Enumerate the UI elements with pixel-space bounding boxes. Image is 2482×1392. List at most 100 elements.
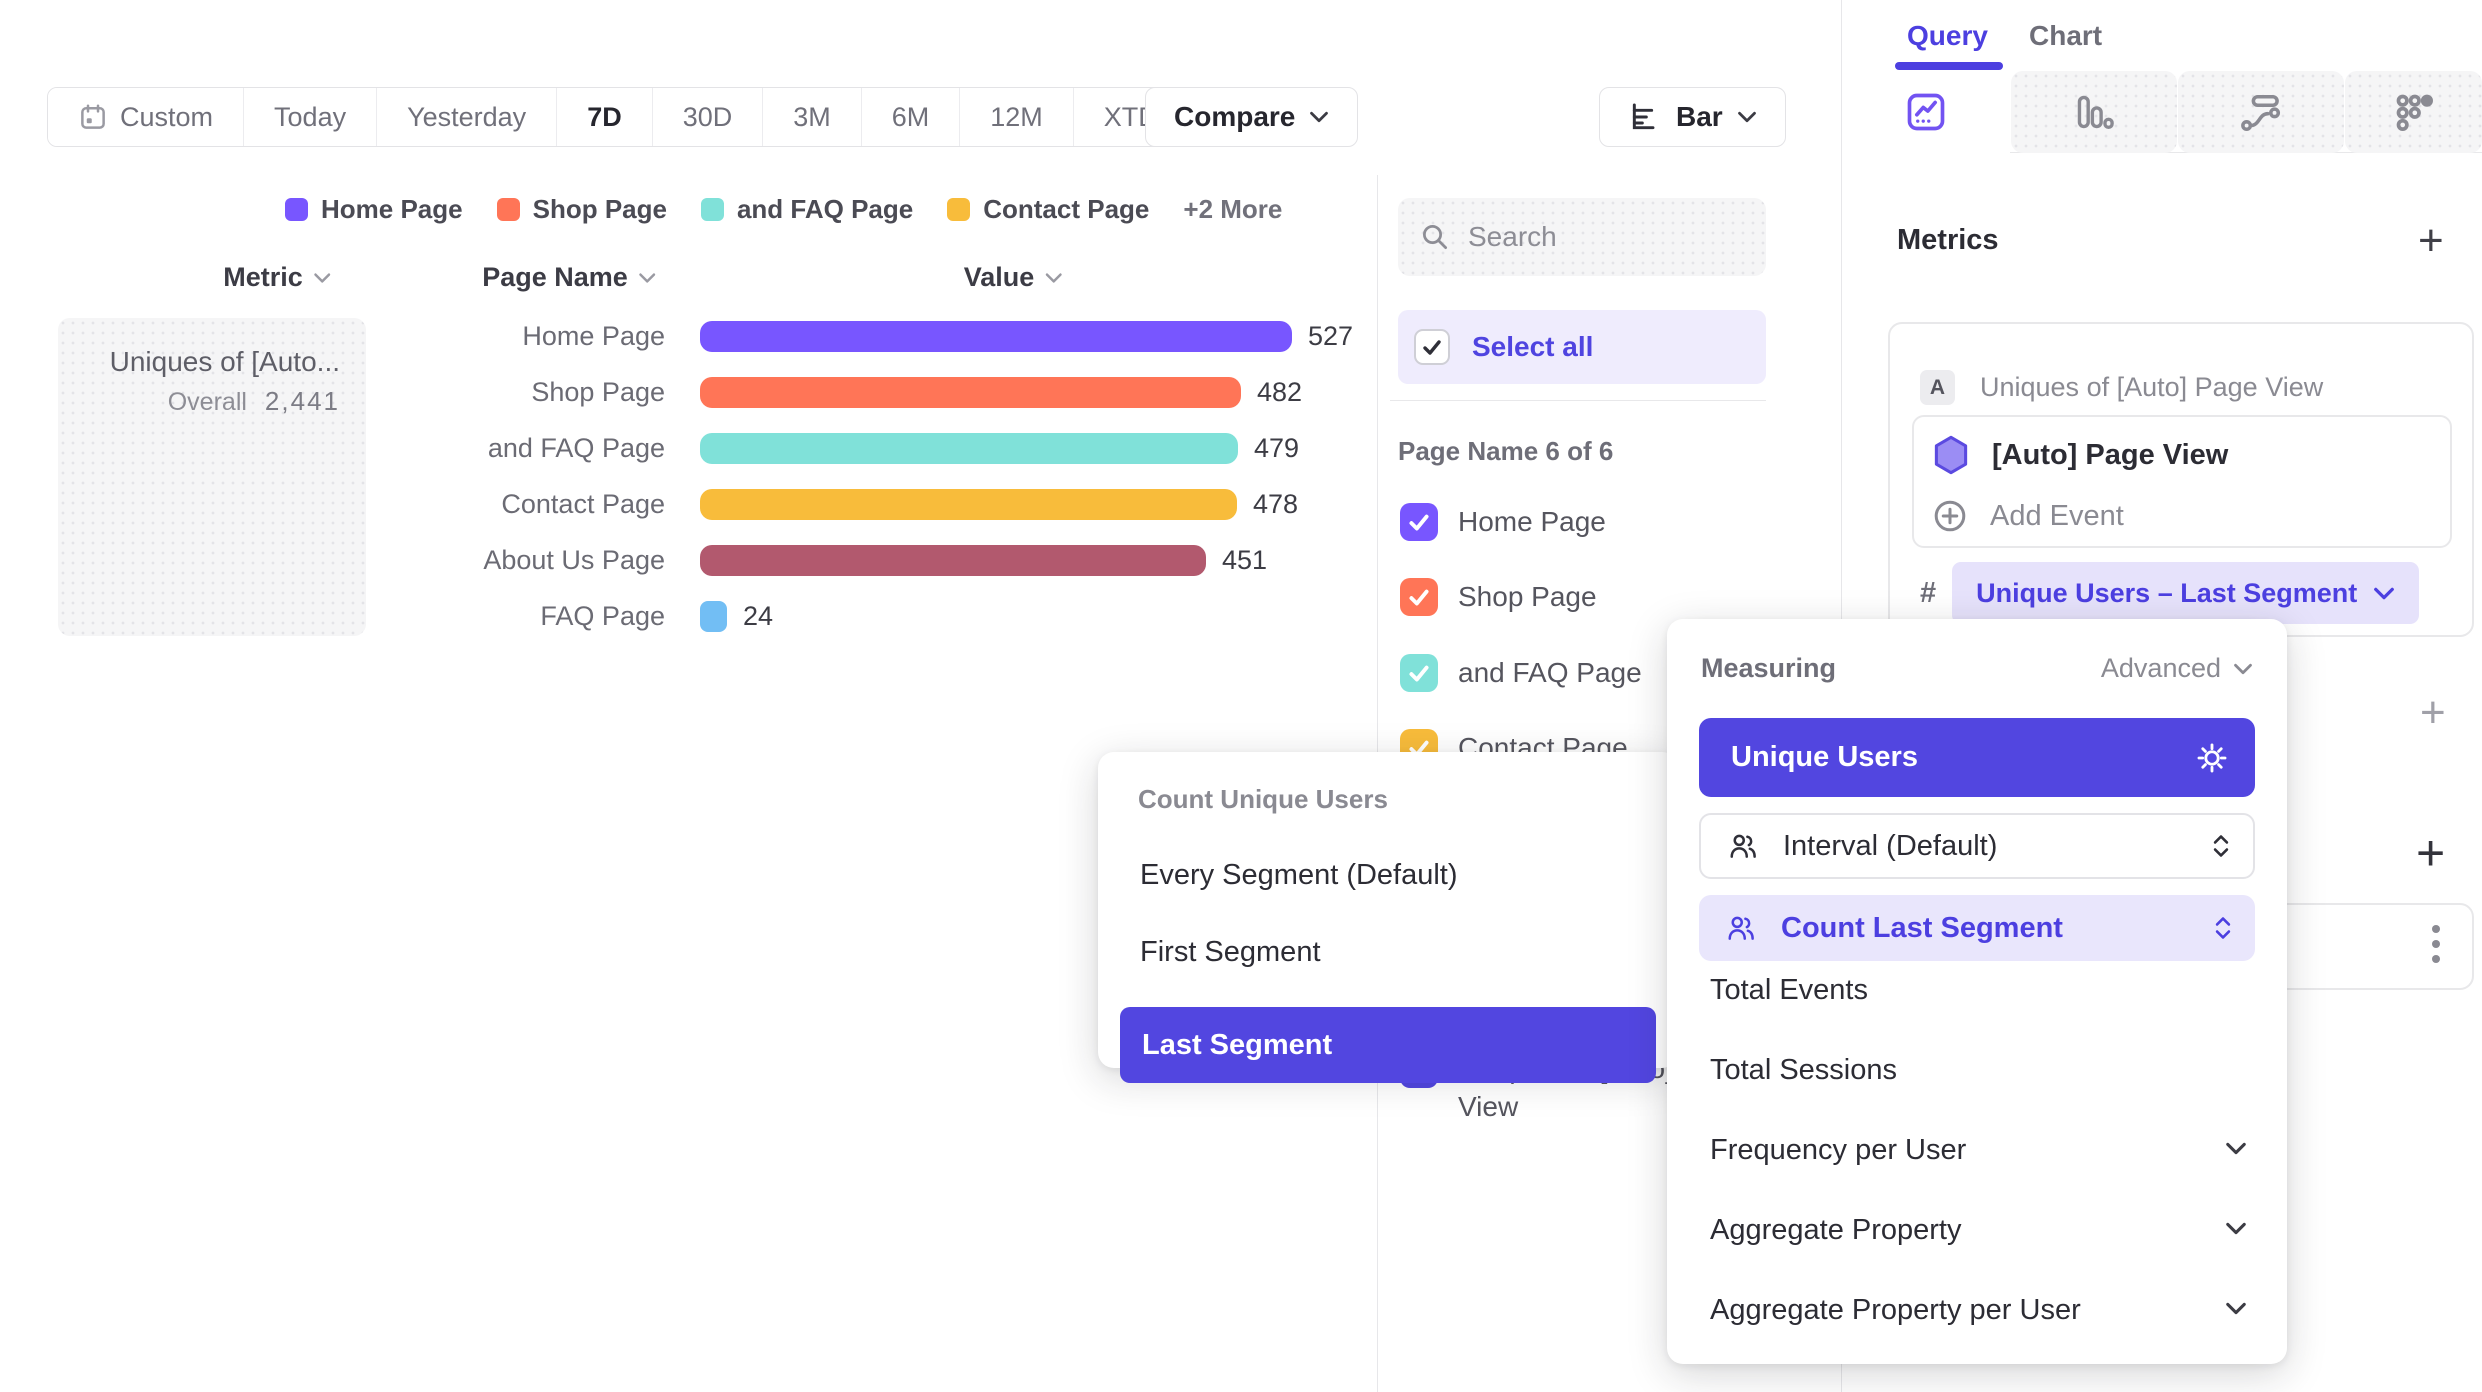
bar-category-label: Contact Page xyxy=(501,489,665,519)
date-range-12m[interactable]: 12M xyxy=(960,88,1074,146)
bar-value-label: 482 xyxy=(1257,377,1303,407)
option-aggregate-property[interactable]: Aggregate Property xyxy=(1710,1214,1962,1246)
legend-item[interactable]: Shop Page xyxy=(496,194,667,225)
column-header-page-name[interactable]: Page Name xyxy=(482,262,656,293)
bar-category-label: About Us Page xyxy=(483,545,665,575)
measurement-row: # Unique Users – Last Segment xyxy=(1920,562,2420,624)
add-breakdown-button[interactable]: + xyxy=(2416,825,2446,881)
bar-value-label: 24 xyxy=(743,601,774,631)
column-header-value[interactable]: Value xyxy=(964,262,1063,293)
add-event-label: Add Event xyxy=(1990,499,2124,532)
option-total-sessions[interactable]: Total Sessions xyxy=(1710,1054,1897,1086)
column-header-metric[interactable]: Metric xyxy=(223,262,331,293)
filter-item-home-page[interactable]: Home Page xyxy=(1400,503,1606,541)
report-type-tabs xyxy=(1842,71,2482,153)
chevron-down-icon xyxy=(2226,1142,2246,1155)
chart-type-dropdown[interactable]: Bar xyxy=(1599,87,1786,147)
compare-button[interactable]: Compare xyxy=(1145,87,1359,147)
bar-value-label: 478 xyxy=(1253,489,1299,519)
bar-segment[interactable] xyxy=(700,545,1206,576)
tab-query[interactable]: Query xyxy=(1907,20,1988,51)
insights-chart-icon xyxy=(1907,93,1945,131)
measurement-dropdown[interactable]: Unique Users – Last Segment xyxy=(1952,562,2420,624)
filter-divider xyxy=(1390,400,1766,401)
advanced-toggle[interactable]: Advanced xyxy=(2101,653,2253,684)
tab-chart[interactable]: Chart xyxy=(2029,20,2103,51)
measuring-popup: Measuring Advanced Unique Users Interval… xyxy=(1667,619,2287,1364)
horizontal-bar-chart-icon xyxy=(1632,103,1655,130)
popup-title: Count Unique Users xyxy=(1138,784,1388,814)
add-metric-button[interactable]: + xyxy=(2418,216,2444,265)
bar-segment[interactable] xyxy=(700,321,1292,352)
metric-summary-cell[interactable]: Uniques of [Auto... Overall 2,441 xyxy=(58,318,366,636)
date-range-30d[interactable]: 30D xyxy=(652,88,764,146)
search-icon xyxy=(1423,225,1447,249)
filter-item-shop-page[interactable]: Shop Page xyxy=(1400,578,1597,616)
bar-segment[interactable] xyxy=(700,377,1241,408)
chevron-down-icon xyxy=(638,272,655,283)
kebab-menu-icon[interactable] xyxy=(2432,925,2440,963)
search-input[interactable]: Search xyxy=(1398,198,1766,276)
stepper-icon xyxy=(2213,835,2229,857)
legend-item[interactable]: and FAQ Page xyxy=(700,194,913,225)
checkbox-checked[interactable] xyxy=(1400,654,1438,692)
legend-item[interactable]: Contact Page xyxy=(947,194,1149,225)
chevron-down-icon xyxy=(313,272,330,283)
event-name: [Auto] Page View xyxy=(1992,438,2229,471)
bar-value-label: 479 xyxy=(1254,433,1300,463)
chevron-down-icon xyxy=(1737,111,1756,123)
event-row[interactable]: [Auto] Page View xyxy=(1932,435,2228,475)
select-all-row[interactable]: Select all xyxy=(1398,310,1766,384)
legend-swatch xyxy=(496,198,520,221)
report-tab-flows[interactable] xyxy=(2178,71,2344,153)
select-all-checkbox[interactable] xyxy=(1414,329,1450,365)
checkbox-checked[interactable] xyxy=(1400,503,1438,541)
bar-category-label: FAQ Page xyxy=(540,601,665,631)
bar-segment[interactable] xyxy=(700,433,1238,464)
metric-name: Uniques of [Auto] Page View xyxy=(1980,372,2324,402)
bar-segment[interactable] xyxy=(700,601,727,632)
report-tab-insights-active[interactable] xyxy=(1842,71,2010,153)
calendar-icon xyxy=(81,104,105,129)
metric-letter-badge: A xyxy=(1920,370,1955,405)
measuring-unique-users-selected[interactable]: Unique Users xyxy=(1699,718,2255,797)
date-range-custom[interactable]: Custom xyxy=(48,88,245,146)
stepper-icon xyxy=(2215,917,2231,939)
filter-group-label: Page Name 6 of 6 xyxy=(1398,436,1614,466)
date-range-6m[interactable]: 6M xyxy=(861,88,961,146)
bar-category-label: Home Page xyxy=(522,321,665,351)
report-tab-retention[interactable] xyxy=(2345,71,2482,153)
report-tab-funnels[interactable] xyxy=(2011,71,2177,153)
date-range-today[interactable]: Today xyxy=(244,88,378,146)
bar-value-label: 451 xyxy=(1222,545,1268,575)
filter-item-and-faq-page[interactable]: and FAQ Page xyxy=(1400,654,1642,692)
legend-item[interactable]: Home Page xyxy=(285,194,463,225)
bar-category-label: Shop Page xyxy=(531,377,665,407)
option-first-segment[interactable]: First Segment xyxy=(1140,936,1321,968)
count-last-segment-selector[interactable]: Count Last Segment xyxy=(1699,895,2255,961)
bar-segment[interactable] xyxy=(700,489,1237,520)
option-frequency-per-user[interactable]: Frequency per User xyxy=(1710,1134,1967,1166)
bar-value-label: 527 xyxy=(1308,321,1354,351)
metric-cell-title: Uniques of [Auto... xyxy=(109,346,340,377)
option-aggregate-property-per-user[interactable]: Aggregate Property per User xyxy=(1710,1294,2081,1326)
date-range-7d[interactable]: 7D xyxy=(557,88,653,146)
interval-selector[interactable]: Interval (Default) xyxy=(1699,813,2255,879)
bar-category-label: and FAQ Page xyxy=(487,433,665,463)
date-range-label: Custom xyxy=(120,101,214,132)
add-filter-button[interactable]: + xyxy=(2420,688,2446,737)
active-tab-indicator xyxy=(1895,62,2003,70)
option-total-events[interactable]: Total Events xyxy=(1710,974,1868,1006)
option-every-segment[interactable]: Every Segment (Default) xyxy=(1140,859,1458,891)
date-range-yesterday[interactable]: Yesterday xyxy=(377,88,558,146)
check-icon xyxy=(1423,340,1441,355)
checkbox-checked[interactable] xyxy=(1400,578,1438,616)
hash-icon: # xyxy=(1920,576,1937,609)
flows-icon xyxy=(2241,94,2281,132)
date-range-3m[interactable]: 3M xyxy=(763,88,862,146)
chevron-down-icon xyxy=(2226,1302,2246,1315)
add-event-row[interactable]: Add Event xyxy=(1932,498,2124,534)
chevron-down-icon xyxy=(2226,1222,2246,1235)
option-last-segment-selected[interactable]: Last Segment xyxy=(1120,1007,1656,1083)
legend-more[interactable]: +2 More xyxy=(1183,194,1283,224)
